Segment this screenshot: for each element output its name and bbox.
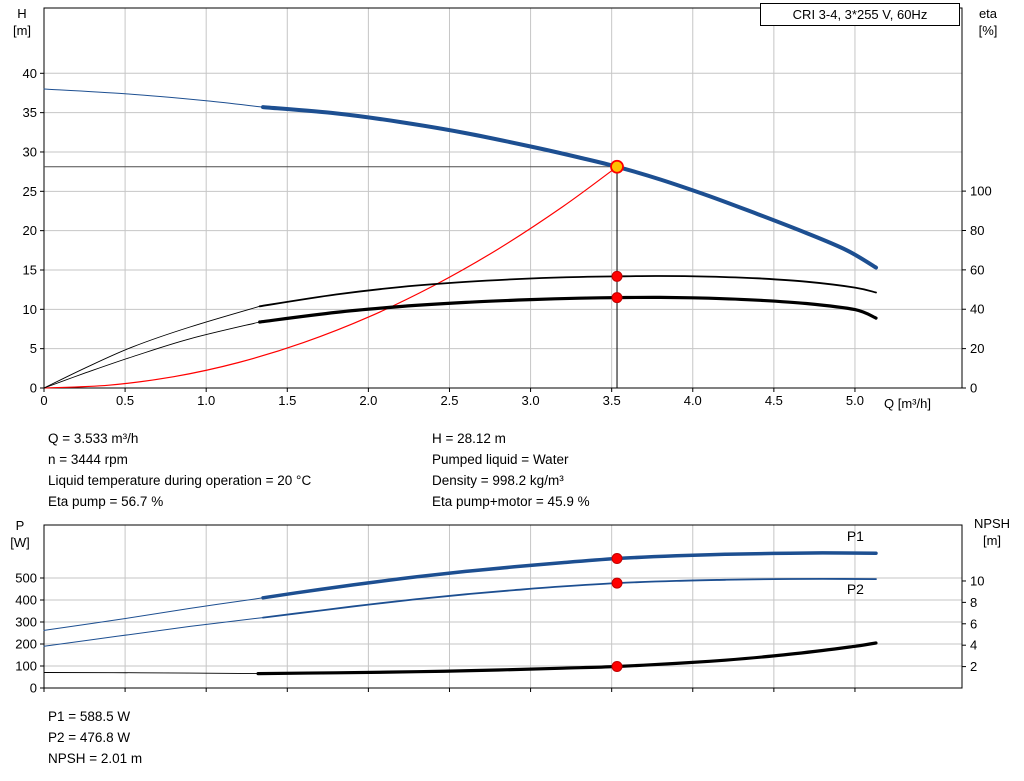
axis-h-symbol: H xyxy=(17,6,27,21)
info-pumped-liquid: Pumped liquid = Water xyxy=(432,452,569,467)
series-eta-pump-motor-extension xyxy=(43,321,261,389)
eta-pump-motor-point-marker xyxy=(611,292,623,304)
p2-point-marker xyxy=(611,577,623,589)
axis-eta-symbol: eta xyxy=(978,6,998,21)
y-left-tick-label: 400 xyxy=(15,593,37,608)
x-tick-label: 3.0 xyxy=(522,393,540,408)
series-npsh-curve xyxy=(256,641,878,676)
pump-title-box: CRI 3-4, 3*255 V, 60Hz xyxy=(760,3,960,26)
y-right-tick-label: 80 xyxy=(970,223,984,238)
series-p2-extension xyxy=(43,617,264,647)
y-left-tick-label: 30 xyxy=(23,144,37,159)
info-eta-pump: Eta pump = 56.7 % xyxy=(48,494,164,509)
y-left-tick-label: 0 xyxy=(30,681,37,696)
series-p1-curve xyxy=(261,551,878,600)
axis-npsh-unit: [m] xyxy=(982,533,1002,548)
series-eta-pump-extension xyxy=(43,305,261,389)
y-left-tick-label: 5 xyxy=(30,341,37,356)
y-right-tick-label: 60 xyxy=(970,262,984,277)
y-right-tick-label: 6 xyxy=(970,616,977,631)
y-left-tick-label: 100 xyxy=(15,659,37,674)
y-left-tick-label: 15 xyxy=(23,262,37,277)
axis-npsh-symbol: NPSH xyxy=(973,516,1011,531)
info-eta-pump-motor: Eta pump+motor = 45.9 % xyxy=(432,494,590,509)
p1-label: P1 xyxy=(847,528,864,544)
info-speed: n = 3444 rpm xyxy=(48,452,128,467)
x-tick-label: 4.5 xyxy=(765,393,783,408)
axis-eta-unit: [%] xyxy=(978,23,998,38)
y-right-tick-label: 10 xyxy=(970,573,984,588)
y-right-tick-label: 0 xyxy=(970,381,977,396)
y-left-tick-label: 200 xyxy=(15,637,37,652)
p2-label: P2 xyxy=(847,581,864,597)
y-left-tick-label: 20 xyxy=(23,223,37,238)
y-right-tick-label: 8 xyxy=(970,595,977,610)
head-left-axis-title: H [m] xyxy=(2,5,42,39)
head-right-axis-title: eta [%] xyxy=(964,5,1012,39)
p1-point-marker xyxy=(611,553,623,565)
x-tick-label: 4.0 xyxy=(684,393,702,408)
axis-p-symbol: P xyxy=(15,518,25,533)
y-right-tick-label: 20 xyxy=(970,341,984,356)
series-h-curve-extension xyxy=(43,88,264,108)
x-tick-label: 5.0 xyxy=(846,393,864,408)
plot-border xyxy=(43,7,963,389)
duty-point-marker xyxy=(610,159,624,174)
y-right-tick-label: 40 xyxy=(970,302,984,317)
axis-h-unit: [m] xyxy=(12,23,32,38)
series-h-curve xyxy=(261,105,878,270)
power-info-column: P1 = 588.5 W P2 = 476.8 W NPSH = 2.01 m xyxy=(48,706,142,769)
x-tick-label: 2.0 xyxy=(359,393,377,408)
x-tick-label: 1.5 xyxy=(278,393,296,408)
duty-info-right-column: H = 28.12 m Pumped liquid = Water Densit… xyxy=(432,428,590,512)
x-tick-label: 0 xyxy=(40,393,47,408)
y-left-tick-label: 0 xyxy=(30,381,37,396)
x-tick-label: 3.5 xyxy=(603,393,621,408)
y-left-tick-label: 35 xyxy=(23,105,37,120)
info-liquid-temperature: Liquid temperature during operation = 20… xyxy=(48,473,312,488)
y-left-tick-label: 10 xyxy=(23,302,37,317)
y-right-tick-label: 100 xyxy=(970,184,992,199)
y-left-tick-label: 500 xyxy=(15,571,37,586)
info-flow: Q = 3.533 m³/h xyxy=(48,431,139,446)
series-system-curve xyxy=(43,166,618,389)
info-head: H = 28.12 m xyxy=(432,431,506,446)
axis-p-unit: [W] xyxy=(10,535,30,550)
series-p2-curve xyxy=(262,578,877,619)
y-right-tick-label: 4 xyxy=(970,638,977,653)
y-right-tick-label: 2 xyxy=(970,659,977,674)
x-tick-label: 0.5 xyxy=(116,393,134,408)
y-left-tick-label: 40 xyxy=(23,66,37,81)
y-left-tick-label: 300 xyxy=(15,615,37,630)
power-right-axis-title: NPSH [m] xyxy=(962,515,1022,549)
npsh-point-marker xyxy=(611,660,623,672)
info-p2: P2 = 476.8 W xyxy=(48,730,131,745)
series-npsh-extension xyxy=(43,672,259,675)
plot-border xyxy=(43,524,963,689)
power-left-axis-title: P [W] xyxy=(0,517,40,551)
x-tick-label: 1.0 xyxy=(197,393,215,408)
info-npsh: NPSH = 2.01 m xyxy=(48,751,143,766)
info-p1: P1 = 588.5 W xyxy=(48,709,131,724)
x-tick-label: 2.5 xyxy=(440,393,458,408)
eta-pump-point-marker xyxy=(611,270,623,282)
series-p1-extension xyxy=(43,597,264,631)
head-x-axis-title: Q [m³/h] xyxy=(884,396,931,411)
info-density: Density = 998.2 kg/m³ xyxy=(432,473,564,488)
y-left-tick-label: 25 xyxy=(23,184,37,199)
duty-info-left-column: Q = 3.533 m³/h n = 3444 rpm Liquid tempe… xyxy=(48,428,311,512)
